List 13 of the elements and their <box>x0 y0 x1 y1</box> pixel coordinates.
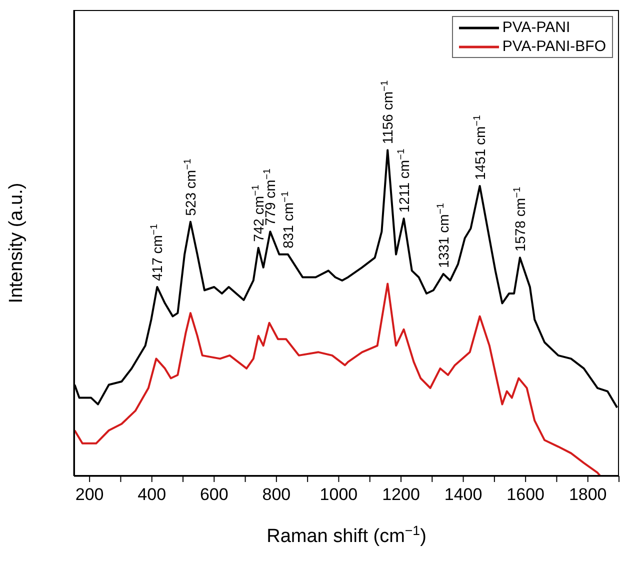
x-tick-label: 800 <box>262 485 291 504</box>
x-tick-label: 1400 <box>444 485 482 504</box>
x-tick-label: 1200 <box>382 485 420 504</box>
legend-label: PVA-PANI <box>502 18 570 37</box>
x-tick-label: 1000 <box>320 485 358 504</box>
x-tick-label: 1600 <box>506 485 544 504</box>
x-tick-label: 400 <box>138 485 166 504</box>
y-axis-title: Intensity (a.u.) <box>6 182 27 304</box>
x-tick-label: 1800 <box>568 485 607 504</box>
x-tick-label: 200 <box>75 485 104 504</box>
x-axis-title: Raman shift (cm$^{−1}$) <box>266 522 426 547</box>
legend-label: PVA-PANI-BFO <box>502 37 606 56</box>
x-tick-label: 600 <box>200 485 228 504</box>
